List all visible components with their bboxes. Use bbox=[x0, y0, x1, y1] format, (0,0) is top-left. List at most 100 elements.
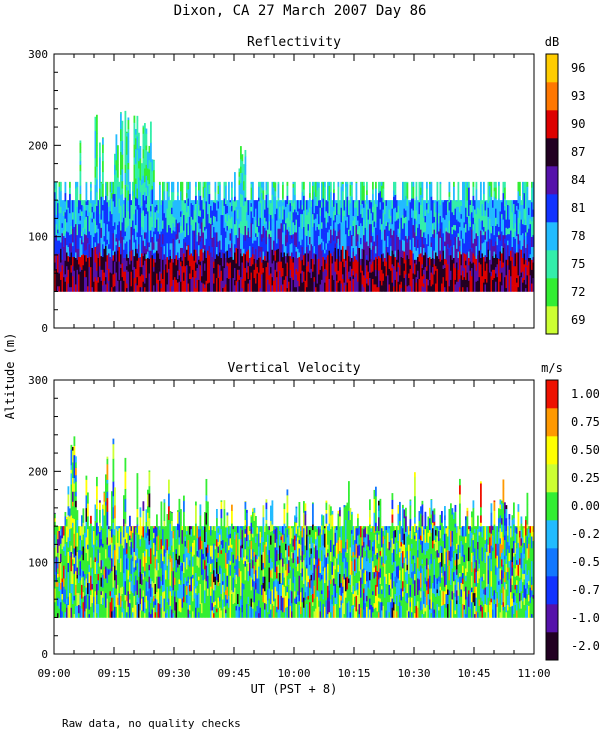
heatmap-cell bbox=[232, 201, 235, 206]
heatmap-cell bbox=[160, 523, 163, 529]
heatmap-cell bbox=[277, 181, 280, 184]
heatmap-cell bbox=[307, 261, 310, 272]
heatmap-cell bbox=[210, 238, 212, 253]
heatmap-cell bbox=[124, 164, 127, 174]
heatmap-cell bbox=[364, 217, 367, 228]
heatmap-cell bbox=[192, 246, 194, 257]
heatmap-cell bbox=[61, 593, 64, 600]
heatmap-cell bbox=[178, 564, 181, 580]
heatmap-cell bbox=[183, 200, 185, 207]
heatmap-cell bbox=[279, 252, 281, 257]
heatmap-cell bbox=[84, 266, 86, 271]
heatmap-cell bbox=[325, 227, 328, 244]
heatmap-cell bbox=[291, 258, 293, 263]
heatmap-cell bbox=[192, 276, 194, 292]
heatmap-cell bbox=[280, 222, 283, 239]
heatmap-cell bbox=[268, 275, 271, 285]
heatmap-cell bbox=[412, 181, 415, 187]
heatmap-cell bbox=[166, 601, 169, 610]
heatmap-cell bbox=[505, 259, 508, 276]
heatmap-cell bbox=[78, 274, 80, 279]
heatmap-cell bbox=[364, 242, 367, 250]
heatmap-cell bbox=[163, 245, 166, 251]
heatmap-cell bbox=[117, 145, 119, 154]
heatmap-cell bbox=[462, 197, 464, 202]
heatmap-cell bbox=[238, 269, 241, 276]
heatmap-cell bbox=[67, 506, 70, 516]
heatmap-cell bbox=[223, 227, 226, 236]
heatmap-cell bbox=[199, 583, 202, 595]
heatmap-cell bbox=[448, 196, 451, 203]
heatmap-cell bbox=[94, 233, 97, 243]
heatmap-cell bbox=[60, 234, 62, 243]
heatmap-cell bbox=[532, 238, 535, 248]
heatmap-cell bbox=[58, 264, 61, 274]
heatmap-cell bbox=[291, 262, 293, 278]
heatmap-cell bbox=[156, 264, 158, 274]
heatmap-cell bbox=[231, 197, 233, 206]
heatmap-cell bbox=[411, 198, 413, 209]
heatmap-cell bbox=[420, 194, 422, 201]
heatmap-cell bbox=[171, 213, 173, 225]
heatmap-cell bbox=[96, 546, 98, 562]
heatmap-cell bbox=[154, 583, 157, 595]
heatmap-cell bbox=[423, 200, 425, 205]
heatmap-cell bbox=[453, 224, 455, 230]
heatmap-cell bbox=[96, 261, 98, 271]
velocity-panel-title: Vertical Velocity bbox=[227, 361, 360, 376]
heatmap-cell bbox=[226, 200, 229, 206]
heatmap-cell bbox=[430, 242, 433, 248]
heatmap-cell bbox=[144, 158, 146, 165]
heatmap-cell bbox=[94, 211, 97, 222]
heatmap-cell bbox=[363, 200, 365, 208]
heatmap-cell bbox=[73, 270, 76, 287]
heatmap-cell bbox=[267, 181, 269, 195]
heatmap-cell bbox=[313, 253, 316, 265]
heatmap-cell bbox=[132, 592, 134, 608]
heatmap-cell bbox=[61, 222, 64, 228]
heatmap-cell bbox=[531, 283, 533, 292]
heatmap-cell bbox=[81, 239, 83, 245]
heatmap-cell bbox=[187, 539, 190, 553]
heatmap-cell bbox=[81, 276, 83, 292]
heatmap-cell bbox=[84, 254, 86, 268]
heatmap-cell bbox=[94, 504, 97, 511]
heatmap-cell bbox=[69, 228, 71, 236]
heatmap-cell bbox=[111, 542, 113, 559]
heatmap-cell bbox=[124, 476, 127, 489]
heatmap-cell bbox=[163, 548, 166, 557]
heatmap-cell bbox=[271, 194, 274, 205]
heatmap-cell bbox=[72, 242, 74, 247]
heatmap-cell bbox=[334, 222, 337, 231]
heatmap-cell bbox=[517, 202, 520, 210]
heatmap-cell bbox=[87, 566, 89, 574]
heatmap-cell bbox=[144, 164, 146, 169]
heatmap-cell bbox=[181, 187, 184, 201]
heatmap-cell bbox=[388, 218, 391, 225]
heatmap-cell bbox=[474, 200, 476, 210]
heatmap-cell bbox=[319, 284, 322, 292]
reflectivity-heatmap bbox=[54, 110, 535, 292]
heatmap-cell bbox=[400, 226, 403, 241]
heatmap-cell bbox=[90, 567, 92, 576]
heatmap-cell bbox=[399, 233, 401, 240]
heatmap-cell bbox=[222, 240, 224, 253]
heatmap-cell bbox=[99, 238, 101, 244]
heatmap-cell bbox=[529, 279, 532, 292]
heatmap-cell bbox=[181, 265, 184, 279]
heatmap-cell bbox=[57, 538, 59, 553]
heatmap-cell bbox=[108, 557, 110, 570]
heatmap-cell bbox=[66, 244, 68, 253]
heatmap-cell bbox=[99, 522, 101, 532]
heatmap-cell bbox=[145, 521, 148, 533]
heatmap-cell bbox=[495, 217, 497, 227]
heatmap-cell bbox=[112, 215, 115, 227]
heatmap-cell bbox=[123, 217, 125, 227]
heatmap-cell bbox=[444, 219, 446, 232]
heatmap-cell bbox=[195, 607, 197, 618]
heatmap-cell bbox=[493, 257, 496, 264]
heatmap-cell bbox=[360, 229, 362, 238]
heatmap-cell bbox=[184, 536, 187, 542]
heatmap-cell bbox=[61, 526, 64, 539]
heatmap-cell bbox=[490, 226, 493, 234]
